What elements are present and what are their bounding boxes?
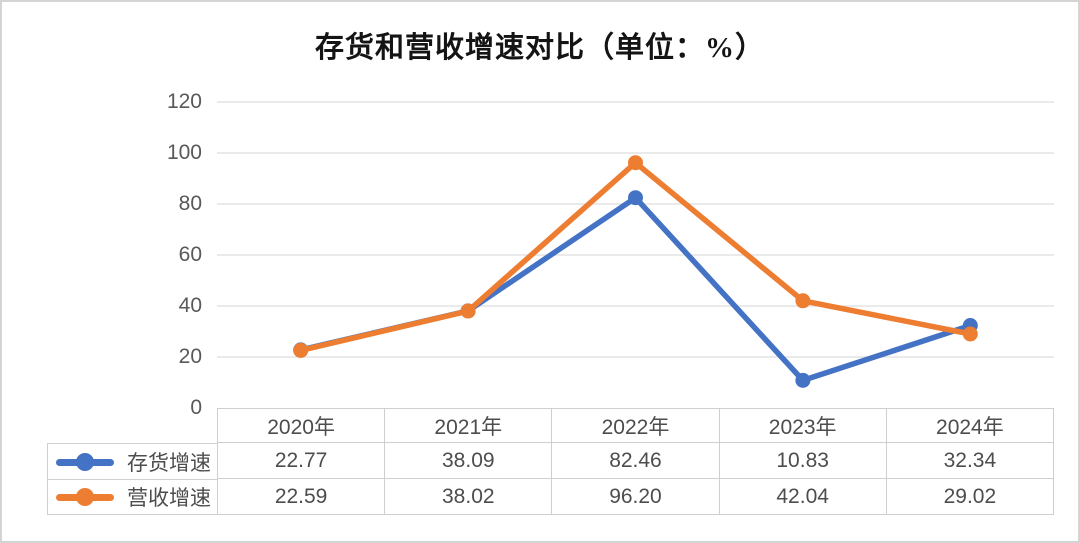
y-tick-label: 100 [166, 141, 202, 164]
value-cell: 22.77 [216, 442, 386, 479]
year-header-cell: 2022年 [551, 408, 720, 443]
data-point-marker [460, 303, 476, 319]
chart-data-table: 2020年 2021年 2022年 2023年 2024年 22.77 38.09 82.46… [216, 408, 1055, 515]
data-point-marker [962, 326, 978, 342]
value-cell: 10.83 [718, 442, 887, 479]
value-cell: 29.02 [885, 478, 1055, 515]
year-header-cell: 2020年 [216, 408, 386, 443]
line-marker-icon [56, 487, 114, 507]
series-line-0 [297, 194, 974, 384]
value-cell: 82.46 [551, 442, 720, 479]
y-tick-label: 80 [178, 192, 202, 215]
y-tick-label: 120 [166, 90, 202, 113]
value-cell: 96.20 [551, 478, 720, 515]
data-point-marker [795, 293, 811, 309]
value-cell: 38.09 [384, 442, 553, 479]
table-row-series-1: 22.59 38.02 96.20 42.04 29.02 [216, 478, 1055, 515]
y-tick-label: 60 [178, 243, 202, 266]
year-header-cell: 2024年 [885, 408, 1055, 443]
data-point-marker [293, 342, 309, 358]
legend-label: 营收增速 [127, 487, 211, 510]
legend-label: 存货增速 [127, 451, 211, 475]
value-cell: 32.34 [885, 442, 1055, 479]
value-cell: 38.02 [384, 478, 553, 515]
y-tick-label: 20 [178, 345, 202, 368]
chart-title: 存货和营收增速对比（单位：%） [314, 32, 765, 64]
chart-legend: 存货增速 营收增速 [47, 443, 218, 515]
year-header-cell: 2021年 [384, 408, 553, 443]
legend-item-0: 存货增速 [48, 444, 217, 479]
value-cell: 42.04 [718, 478, 887, 515]
year-header-cell: 2023年 [718, 408, 887, 443]
y-tick-label: 40 [178, 294, 202, 317]
legend-item-1: 营收增速 [48, 479, 217, 514]
data-point-marker [628, 155, 643, 171]
line-marker-icon [56, 452, 114, 472]
data-point-marker [628, 190, 643, 206]
value-cell: 22.59 [216, 478, 386, 515]
y-tick-label: 0 [190, 396, 202, 419]
data-point-marker [795, 372, 811, 388]
table-row-series-0: 22.77 38.09 82.46 10.83 32.34 [216, 442, 1055, 479]
table-header-row: 2020年 2021年 2022年 2023年 2024年 [216, 408, 1055, 443]
